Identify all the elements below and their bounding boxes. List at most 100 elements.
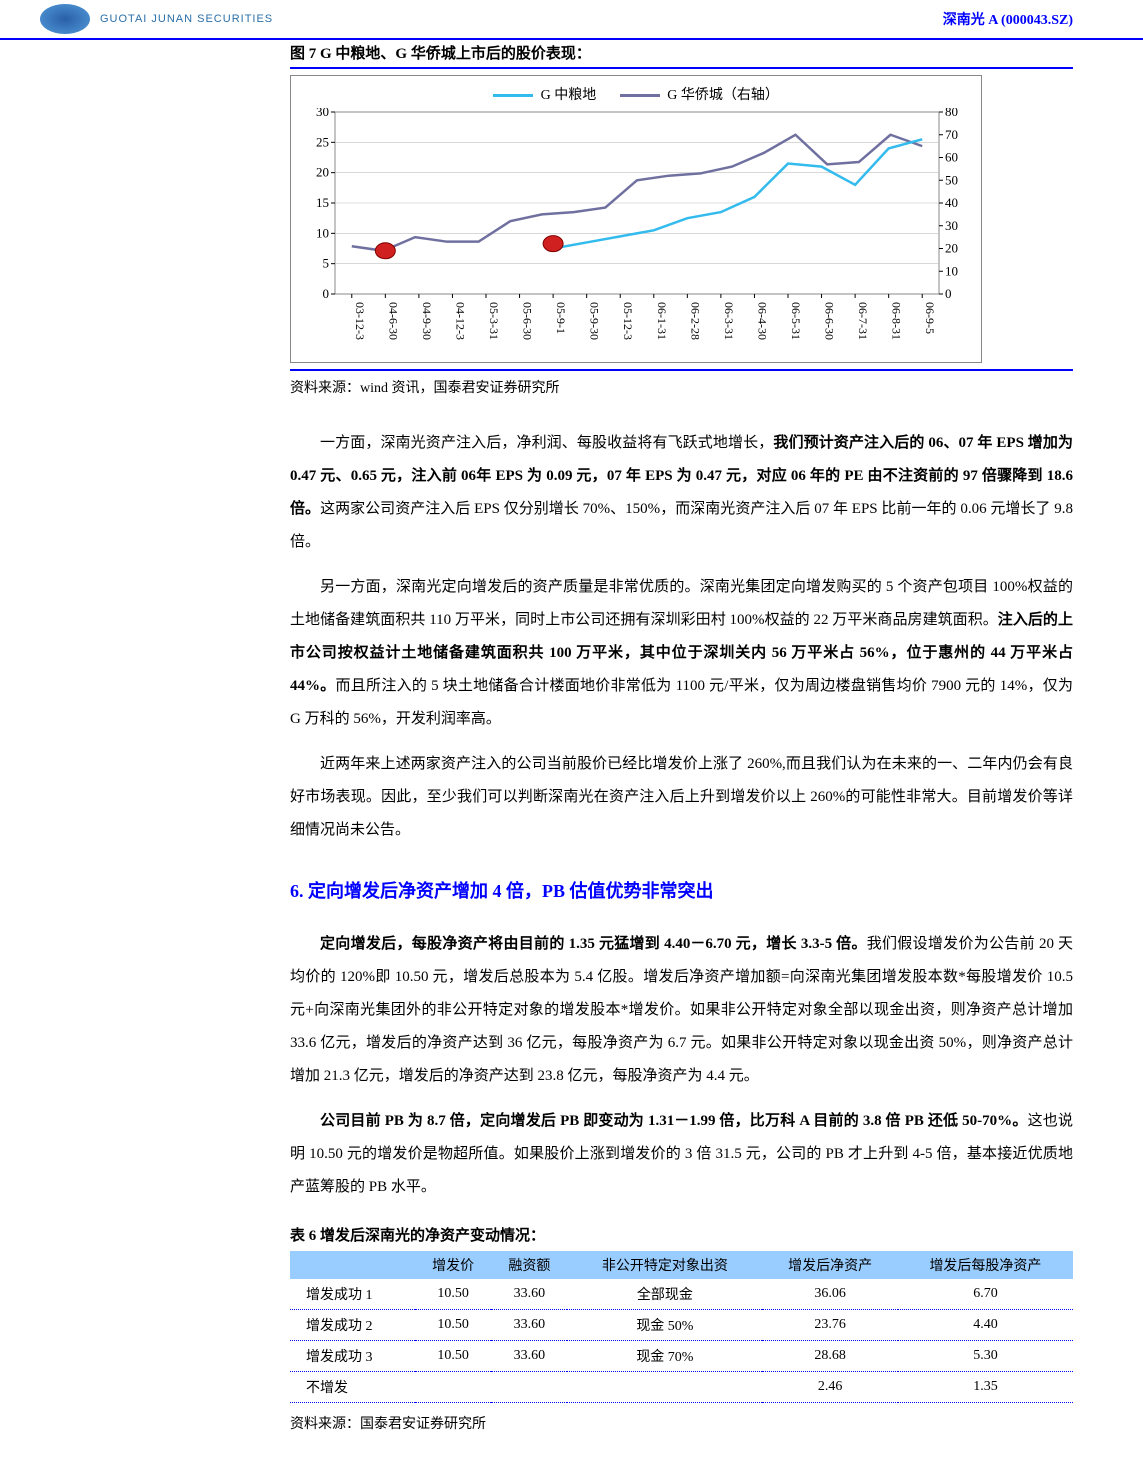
table-cell: 增发成功 2 <box>290 1310 415 1341</box>
svg-text:70: 70 <box>945 127 958 142</box>
table-cell: 10.50 <box>415 1341 491 1372</box>
chart-title: 图 7 G 中粮地、G 华侨城上市后的股价表现： <box>0 42 1143 63</box>
chart-inner: G 中粮地 G 华侨城（右轴） 0 5 10 15 20 25 30 0 10 20 30 40 50 6… <box>290 75 982 363</box>
svg-text:04-12-3: 04-12-3 <box>453 302 467 340</box>
svg-text:03-12-3: 03-12-3 <box>353 302 367 340</box>
svg-text:60: 60 <box>945 150 958 165</box>
svg-text:20: 20 <box>945 241 958 256</box>
svg-text:06-3-31: 06-3-31 <box>722 302 736 340</box>
legend-label-1: G 中粮地 <box>541 88 597 103</box>
table-cell: 现金 50% <box>567 1310 762 1341</box>
svg-text:05-9-1: 05-9-1 <box>554 302 568 334</box>
table-head: 增发价融资额非公开特定对象出资增发后净资产增发后每股净资产 <box>290 1251 1073 1279</box>
table-header-row: 增发价融资额非公开特定对象出资增发后净资产增发后每股净资产 <box>290 1251 1073 1279</box>
table-row: 增发成功 310.5033.60现金 70%28.685.30 <box>290 1341 1073 1372</box>
table-cell: 增发成功 1 <box>290 1279 415 1310</box>
svg-text:06-6-30: 06-6-30 <box>823 302 837 340</box>
line-chart: 0 5 10 15 20 25 30 0 10 20 30 40 50 60 70 80 03-12-3 04-6… <box>301 108 973 358</box>
svg-text:05-6-30: 05-6-30 <box>521 302 535 340</box>
svg-text:06-4-30: 06-4-30 <box>755 302 769 340</box>
table-cell: 增发成功 3 <box>290 1341 415 1372</box>
table-col-header: 增发后净资产 <box>762 1251 898 1279</box>
legend-line-1 <box>493 94 533 97</box>
svg-text:50: 50 <box>945 172 958 187</box>
paragraph-1: 一方面，深南光资产注入后，净利润、每股收益将有飞跃式地增长，我们预计资产注入后的… <box>290 427 1073 559</box>
table-cell: 23.76 <box>762 1310 898 1341</box>
table-cell: 5.30 <box>898 1341 1073 1372</box>
svg-text:04-6-30: 04-6-30 <box>386 302 400 340</box>
section6-p2: 公司目前 PB 为 8.7 倍，定向增发后 PB 即变动为 1.31－1.99 … <box>290 1105 1073 1204</box>
svg-text:80: 80 <box>945 108 958 119</box>
p1a: 一方面，深南光资产注入后，净利润、每股收益将有飞跃式地增长， <box>320 435 773 451</box>
table-cell: 6.70 <box>898 1279 1073 1310</box>
svg-text:0: 0 <box>945 286 952 301</box>
table-cell: 33.60 <box>491 1341 567 1372</box>
table-cell: 1.35 <box>898 1372 1073 1403</box>
table-col-header <box>290 1251 415 1279</box>
section-6-title: 6. 定向增发后净资产增加 4 倍，PB 估值优势非常突出 <box>290 877 1073 903</box>
svg-text:04-9-30: 04-9-30 <box>420 302 434 340</box>
chart-title-text: 图 7 G 中粮地、G 华侨城上市后的股价表现： <box>290 46 591 62</box>
chart-container: G 中粮地 G 华侨城（右轴） 0 5 10 15 20 25 30 0 10 20 30 40 50 6… <box>290 67 1073 371</box>
chart-source: 资料来源：wind 资讯，国泰君安证券研究所 <box>290 377 1073 397</box>
svg-text:06-8-31: 06-8-31 <box>890 302 904 340</box>
svg-text:0: 0 <box>323 286 330 301</box>
p2c: 而且所注入的 5 块土地储备合计楼面地价非常低为 1100 元/平米，仅为周边楼… <box>290 678 1073 727</box>
svg-text:06-7-31: 06-7-31 <box>856 302 870 340</box>
table-cell: 全部现金 <box>567 1279 762 1310</box>
svg-text:05-9-30: 05-9-30 <box>588 302 602 340</box>
legend-item-2: G 华侨城（右轴） <box>620 84 779 104</box>
table-row: 增发成功 110.5033.60全部现金36.066.70 <box>290 1279 1073 1310</box>
table-cell: 10.50 <box>415 1310 491 1341</box>
svg-text:10: 10 <box>945 263 958 278</box>
table-col-header: 增发后每股净资产 <box>898 1251 1073 1279</box>
stock-label: 深南光 A (000043.SZ) <box>943 9 1073 29</box>
table-row: 不增发2.461.35 <box>290 1372 1073 1403</box>
p1c: 这两家公司资产注入后 EPS 仅分别增长 70%、150%，而深南光资产注入后 … <box>290 501 1073 550</box>
svg-text:40: 40 <box>945 195 958 210</box>
main-content: G 中粮地 G 华侨城（右轴） 0 5 10 15 20 25 30 0 10 20 30 40 50 6… <box>0 67 1143 1473</box>
table-col-header: 增发价 <box>415 1251 491 1279</box>
table-cell <box>415 1372 491 1403</box>
paragraph-2: 另一方面，深南光定向增发后的资产质量是非常优质的。深南光集团定向增发购买的 5 … <box>290 571 1073 736</box>
svg-text:15: 15 <box>316 195 329 210</box>
svg-text:06-1-31: 06-1-31 <box>655 302 669 340</box>
svg-text:5: 5 <box>323 256 330 271</box>
table-title: 表 6 增发后深南光的净资产变动情况： <box>290 1224 1073 1245</box>
table-cell: 36.06 <box>762 1279 898 1310</box>
table-cell <box>491 1372 567 1403</box>
s6p1b: 我们假设增发价为公告前 20 天均价的 120%即 10.50 元，增发后总股本… <box>290 936 1073 1084</box>
table-source: 资料来源：国泰君安证券研究所 <box>290 1413 1073 1433</box>
s6p2a: 公司目前 PB 为 8.7 倍，定向增发后 PB 即变动为 1.31－1.99 … <box>320 1113 1028 1129</box>
table-col-header: 非公开特定对象出资 <box>567 1251 762 1279</box>
table-cell: 4.40 <box>898 1310 1073 1341</box>
table-body: 增发成功 110.5033.60全部现金36.066.70增发成功 210.50… <box>290 1279 1073 1403</box>
svg-text:30: 30 <box>945 218 958 233</box>
svg-text:06-9-5: 06-9-5 <box>923 302 937 334</box>
table-col-header: 融资额 <box>491 1251 567 1279</box>
company-logo <box>40 4 90 34</box>
table-cell: 33.60 <box>491 1279 567 1310</box>
legend-item-1: G 中粮地 <box>493 84 596 104</box>
table-cell: 2.46 <box>762 1372 898 1403</box>
legend-line-2 <box>620 94 660 97</box>
chart-legend: G 中粮地 G 华侨城（右轴） <box>301 84 971 104</box>
svg-text:06-5-31: 06-5-31 <box>789 302 803 340</box>
page-header: GUOTAI JUNAN SECURITIES 深南光 A (000043.SZ… <box>0 0 1143 40</box>
paragraph-3: 近两年来上述两家资产注入的公司当前股价已经比增发价上涨了 260%,而且我们认为… <box>290 748 1073 847</box>
table-row: 增发成功 210.5033.60现金 50%23.764.40 <box>290 1310 1073 1341</box>
svg-text:20: 20 <box>316 165 329 180</box>
p2a: 另一方面，深南光定向增发后的资产质量是非常优质的。深南光集团定向增发购买的 5 … <box>290 579 1073 628</box>
table-cell: 10.50 <box>415 1279 491 1310</box>
table-cell: 33.60 <box>491 1310 567 1341</box>
svg-text:06-2-28: 06-2-28 <box>688 302 702 340</box>
svg-text:30: 30 <box>316 108 329 119</box>
svg-text:05-12-3: 05-12-3 <box>621 302 635 340</box>
svg-text:05-3-31: 05-3-31 <box>487 302 501 340</box>
svg-text:10: 10 <box>316 225 329 240</box>
s6p1a: 定向增发后，每股净资产将由目前的 1.35 元猛增到 4.40－6.70 元，增… <box>320 936 867 952</box>
svg-text:25: 25 <box>316 134 329 149</box>
company-name-en: GUOTAI JUNAN SECURITIES <box>100 13 273 25</box>
table-cell <box>567 1372 762 1403</box>
table-cell: 现金 70% <box>567 1341 762 1372</box>
